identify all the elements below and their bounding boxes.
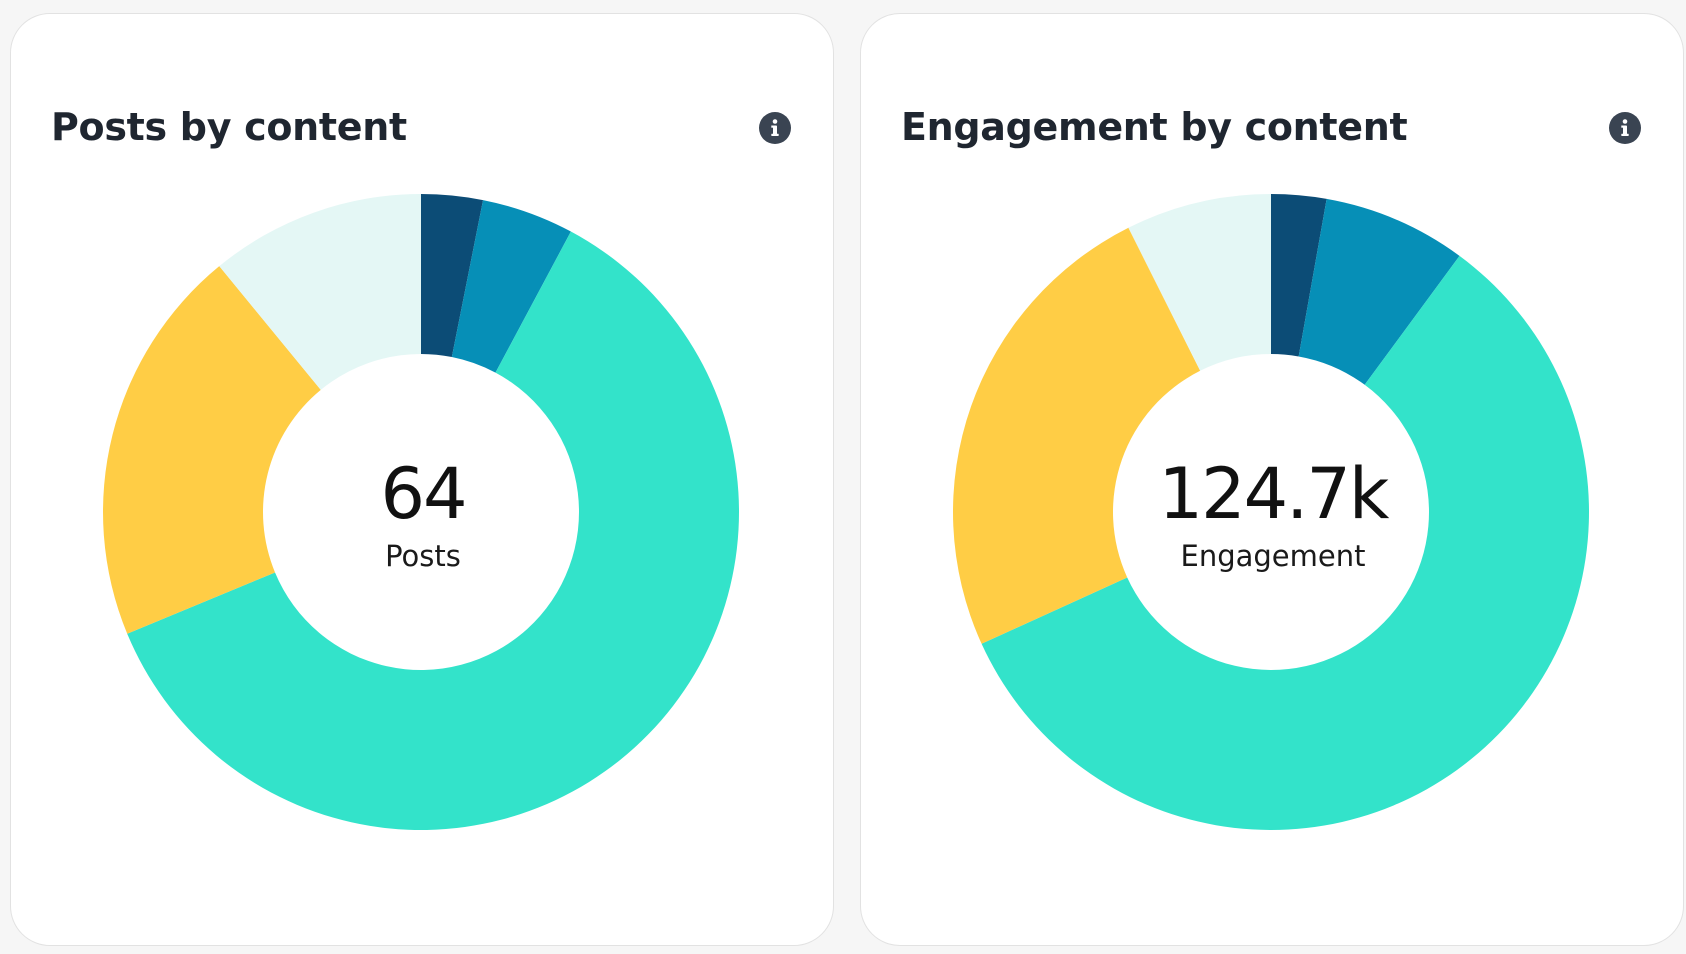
donut-center-label: Posts (385, 539, 461, 573)
donut-center-label: Engagement (1180, 539, 1366, 573)
engagement-by-content-card: Engagement by content 124.7k Engagement (860, 13, 1684, 946)
donut-slice[interactable] (127, 231, 740, 831)
engagement-donut-chart (953, 194, 1589, 830)
card-title: Posts by content (51, 105, 407, 149)
donut-slice[interactable] (1298, 198, 1460, 385)
info-icon[interactable] (759, 112, 791, 144)
posts-donut-chart (103, 194, 740, 831)
donut-slice[interactable] (103, 266, 321, 634)
donut-slice[interactable] (1271, 194, 1327, 357)
donut-slice[interactable] (219, 194, 421, 390)
donut-slice[interactable] (421, 194, 484, 358)
donut-center-value: 64 (380, 453, 467, 535)
info-icon[interactable] (1609, 112, 1641, 144)
donut-slice[interactable] (1128, 194, 1271, 371)
donut-slice[interactable] (451, 200, 571, 373)
donut-slice[interactable] (953, 227, 1201, 644)
donut-center-value: 124.7k (1158, 453, 1390, 535)
donut-slice[interactable] (981, 255, 1589, 830)
posts-by-content-card: Posts by content 64 Posts (10, 13, 834, 946)
card-title: Engagement by content (901, 105, 1408, 149)
